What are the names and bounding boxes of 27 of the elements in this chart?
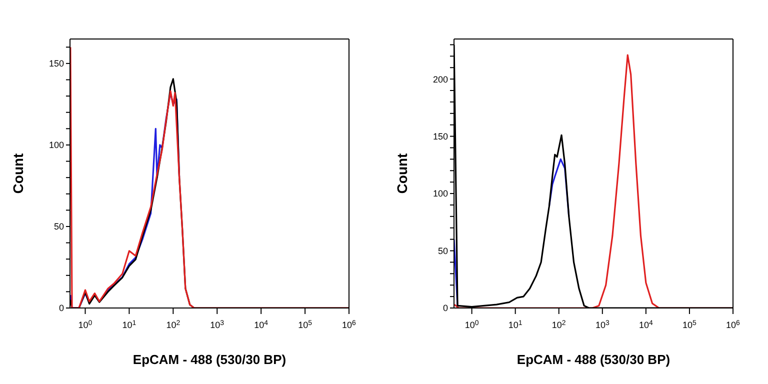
x-tick-label: 10$^{0}$ <box>464 320 479 330</box>
y-tick-label: 100 <box>432 188 448 199</box>
y-tick-label: 150 <box>432 131 448 142</box>
x-axis-title: EpCAM - 488 (530/30 BP) <box>132 352 286 367</box>
x-tick-label: 10$^{5}$ <box>682 320 697 330</box>
x-tick-label: 10$^{3}$ <box>595 320 610 330</box>
x-tick-label: 10$^{6}$ <box>726 320 740 330</box>
x-tick-label: 10$^{1}$ <box>122 320 136 330</box>
y-tick-label: 150 <box>48 58 64 69</box>
x-tick-label: 10$^{3}$ <box>210 320 224 330</box>
x-tick-label: 10$^{4}$ <box>254 320 268 330</box>
x-tick-label: 10$^{2}$ <box>552 320 566 330</box>
x-tick-label: 10$^{1}$ <box>508 320 522 330</box>
y-tick-label: 200 <box>432 74 448 84</box>
y-tick-label: 50 <box>438 246 448 256</box>
y-tick-label: 0 <box>58 303 64 314</box>
y-tick-label: 100 <box>48 140 64 150</box>
y-tick-label: 0 <box>442 303 448 314</box>
y-axis-title: Count <box>10 152 26 194</box>
x-tick-label: 10$^{0}$ <box>78 320 92 330</box>
x-tick-label: 10$^{2}$ <box>166 320 180 330</box>
y-tick-label: 50 <box>54 222 64 232</box>
x-tick-label: 10$^{6}$ <box>342 320 356 330</box>
x-tick-label: 10$^{5}$ <box>298 320 312 330</box>
x-tick-label: 10$^{4}$ <box>638 320 653 330</box>
x-axis-title: EpCAM - 488 (530/30 BP) <box>516 352 670 367</box>
y-axis-title: Count <box>394 152 410 194</box>
